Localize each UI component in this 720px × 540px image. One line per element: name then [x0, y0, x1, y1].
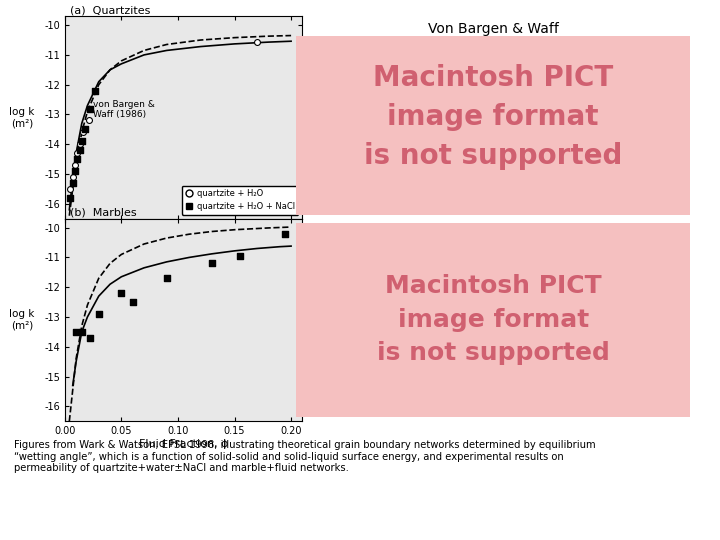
Text: (b)  Marbles: (b) Marbles — [70, 208, 136, 218]
Text: log k
(m²): log k (m²) — [9, 309, 35, 330]
Point — [71, 155, 83, 164]
Point — [65, 185, 76, 193]
Text: Figures from Wark & Watson, EPSL 1998, illustrating theoretical grain boundary n: Figures from Wark & Watson, EPSL 1998, i… — [14, 440, 596, 473]
Point — [67, 173, 78, 181]
Point — [251, 37, 263, 46]
Point — [235, 252, 246, 260]
Point — [127, 298, 138, 306]
Text: von Bargen &
Waff (1986): von Bargen & Waff (1986) — [93, 99, 155, 119]
Point — [93, 309, 104, 318]
Text: Macintosh PICT
image format
is not supported: Macintosh PICT image format is not suppo… — [364, 64, 622, 171]
Text: Von Bargen & Waff: Von Bargen & Waff — [428, 22, 559, 36]
Text: Macintosh PICT
image format
is not supported: Macintosh PICT image format is not suppo… — [377, 274, 610, 366]
Point — [279, 230, 291, 238]
Point — [76, 328, 88, 336]
Point — [83, 116, 94, 125]
Point — [73, 140, 85, 149]
Text: log k
(m²): log k (m²) — [9, 107, 35, 129]
Legend: quartzite + H₂O, quartzite + H₂O + NaCl: quartzite + H₂O, quartzite + H₂O + NaCl — [181, 186, 298, 214]
Point — [77, 128, 89, 137]
Point — [69, 161, 81, 170]
Point — [89, 86, 101, 95]
Point — [84, 104, 96, 113]
Point — [71, 328, 82, 336]
Bar — [296, 37, 690, 214]
Point — [206, 259, 217, 268]
Point — [84, 334, 96, 342]
Point — [73, 146, 85, 154]
Point — [67, 179, 78, 187]
X-axis label: Fluid Fraction, ϕ: Fluid Fraction, ϕ — [139, 439, 228, 449]
Point — [71, 149, 83, 158]
Text: (a)  Quartzites: (a) Quartzites — [70, 5, 150, 16]
Point — [161, 274, 172, 282]
Point — [79, 125, 91, 134]
Point — [116, 289, 127, 298]
Point — [69, 167, 81, 176]
Point — [76, 137, 88, 146]
Point — [65, 193, 76, 202]
